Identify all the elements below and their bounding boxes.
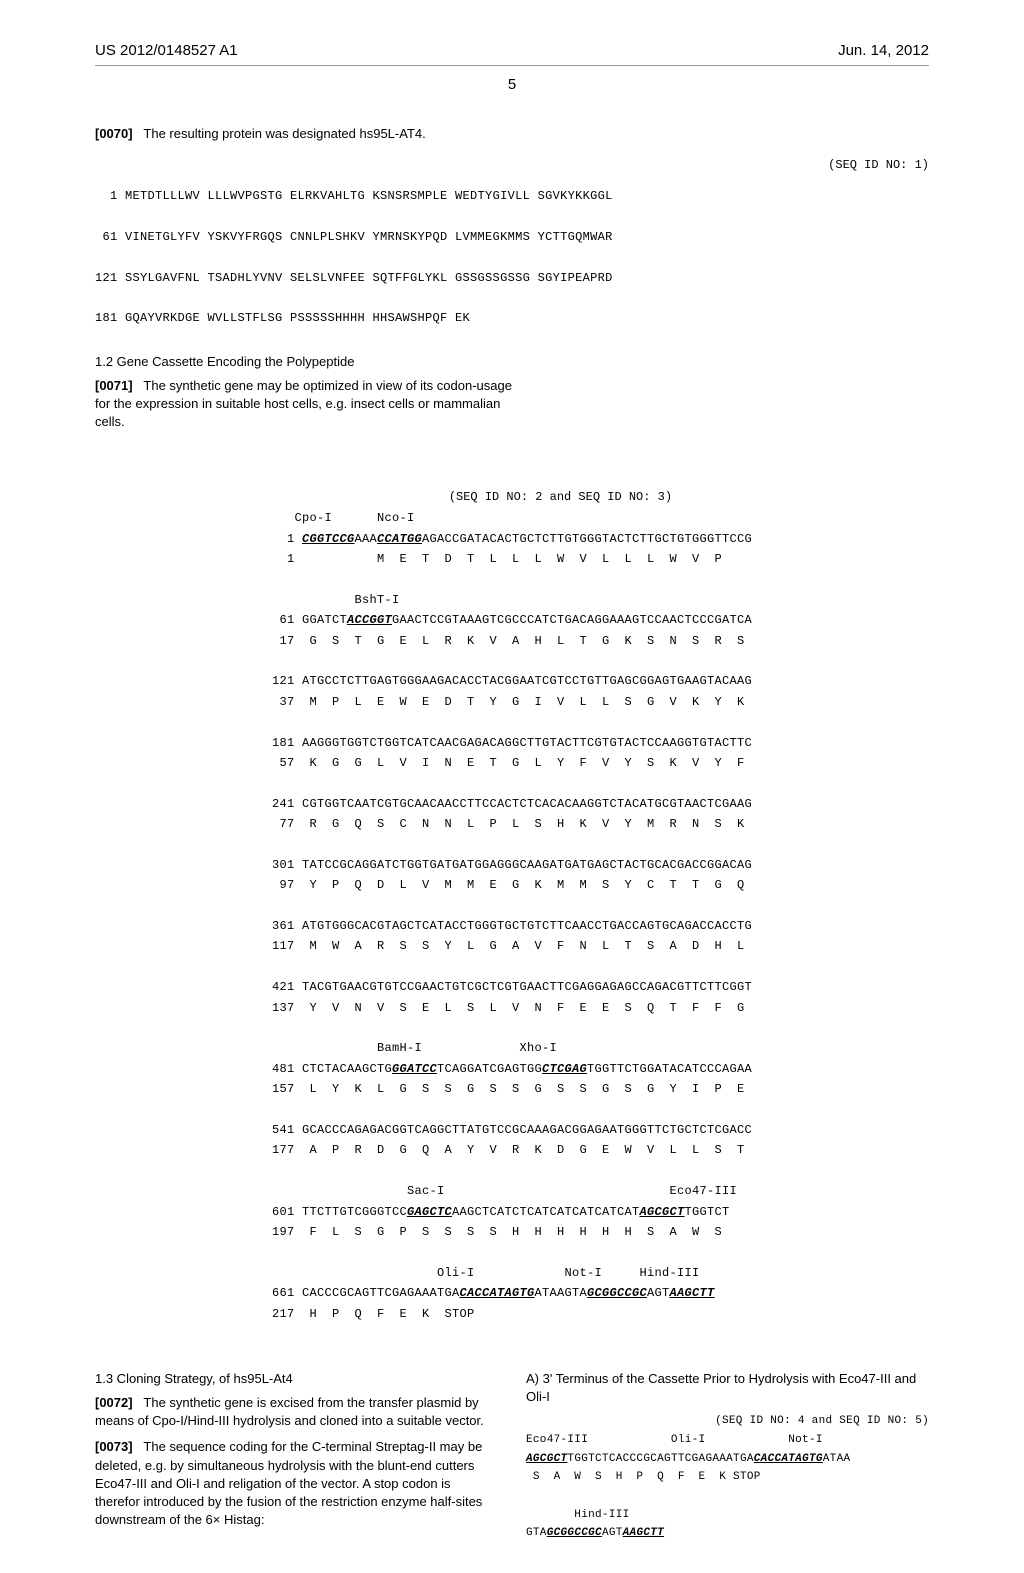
seq45-block: Eco47-III Oli-I Not-I AGCGCTTGGTCTCACCCG… [526, 1431, 929, 1543]
section-1-2-title: 1.2 Gene Cassette Encoding the Polypepti… [95, 353, 512, 371]
page-header: US 2012/0148527 A1 Jun. 14, 2012 [95, 40, 929, 66]
para-number: [0072] [95, 1395, 133, 1410]
right-heading: A) 3' Terminus of the Cassette Prior to … [526, 1370, 929, 1406]
para-text: The resulting protein was designated hs9… [143, 126, 425, 141]
seq23-label: (SEQ ID NO: 2 and SEQ ID NO: 3) [272, 489, 752, 506]
para-text: The synthetic gene may be optimized in v… [95, 378, 512, 429]
right-column: A) 3' Terminus of the Cassette Prior to … [526, 1364, 929, 1543]
para-0071: [0071] The synthetic gene may be optimiz… [95, 377, 512, 432]
publication-number: US 2012/0148527 A1 [95, 40, 238, 61]
para-0072: [0072] The synthetic gene is excised fro… [95, 1394, 498, 1430]
para-number: [0071] [95, 378, 133, 393]
seq45-label: (SEQ ID NO: 4 and SEQ ID NO: 5) [526, 1412, 929, 1431]
para-number: [0073] [95, 1439, 133, 1454]
two-column-section: 1.3 Cloning Strategy, of hs95L-At4 [0072… [95, 1364, 929, 1543]
para-0073: [0073] The sequence coding for the C-ter… [95, 1438, 498, 1529]
para-text: The sequence coding for the C-terminal S… [95, 1439, 482, 1527]
page-number: 5 [95, 74, 929, 95]
seq1-block: 1 METDTLLLWV LLLWVPGSTG ELRKVAHLTG KSNSR… [95, 186, 929, 329]
section-1-3-title: 1.3 Cloning Strategy, of hs95L-At4 [95, 1370, 498, 1388]
seq1-label: (SEQ ID NO: 1) [95, 157, 929, 174]
publication-date: Jun. 14, 2012 [838, 40, 929, 61]
left-column: 1.3 Cloning Strategy, of hs95L-At4 [0072… [95, 1364, 498, 1543]
para-text: The synthetic gene is excised from the t… [95, 1395, 484, 1428]
seq23-block: Cpo-I Nco-I 1 CGGTCCGAAACCATGGAGACCGATAC… [272, 508, 752, 1324]
para-0070: [0070] The resulting protein was designa… [95, 125, 929, 143]
para-number: [0070] [95, 126, 133, 141]
